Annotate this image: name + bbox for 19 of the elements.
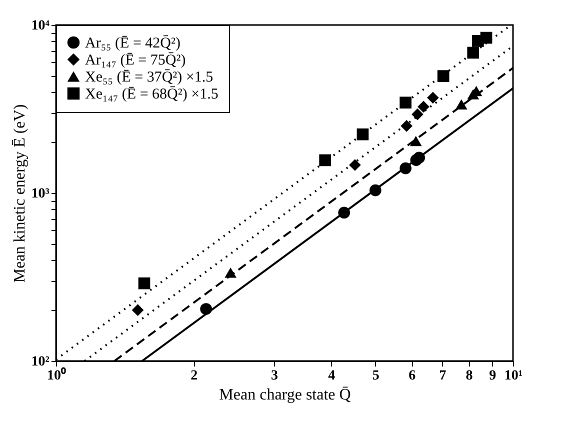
legend-label: Ar₅₅ (Ē = 42Q̄²)	[85, 34, 180, 52]
x-tick-label: 9	[489, 368, 496, 384]
y-tick-label: 10⁴	[31, 18, 50, 34]
legend-label: Ar₁₄₇ (Ē = 75Q̄²)	[85, 52, 186, 68]
y-tick-label: 10³	[31, 186, 50, 202]
x-tick-label: 6	[408, 368, 416, 384]
x-tick-label: 8	[466, 368, 473, 384]
x-axis-title: Mean charge state Q̄	[219, 386, 352, 404]
x-tick-label: 10⁰	[47, 366, 66, 384]
y-tick-label: 10²	[31, 354, 50, 370]
x-tick-label: 5	[372, 368, 380, 384]
x-tick-label: 7	[439, 368, 446, 384]
x-tick-label: 4	[328, 368, 336, 384]
x-tick-label: 3	[271, 368, 278, 384]
x-tick-label: 2	[190, 368, 198, 384]
legend-label: Xe₁₄₇ (Ē = 68Q̄²) ×1.5	[85, 86, 218, 102]
y-axis-title: Mean kinetic energy Ē (eV)	[11, 104, 28, 283]
legend-label: Xe₅₅ (Ē = 37Q̄²) ×1.5	[85, 68, 214, 86]
x-tick-label: 10¹	[504, 368, 523, 384]
